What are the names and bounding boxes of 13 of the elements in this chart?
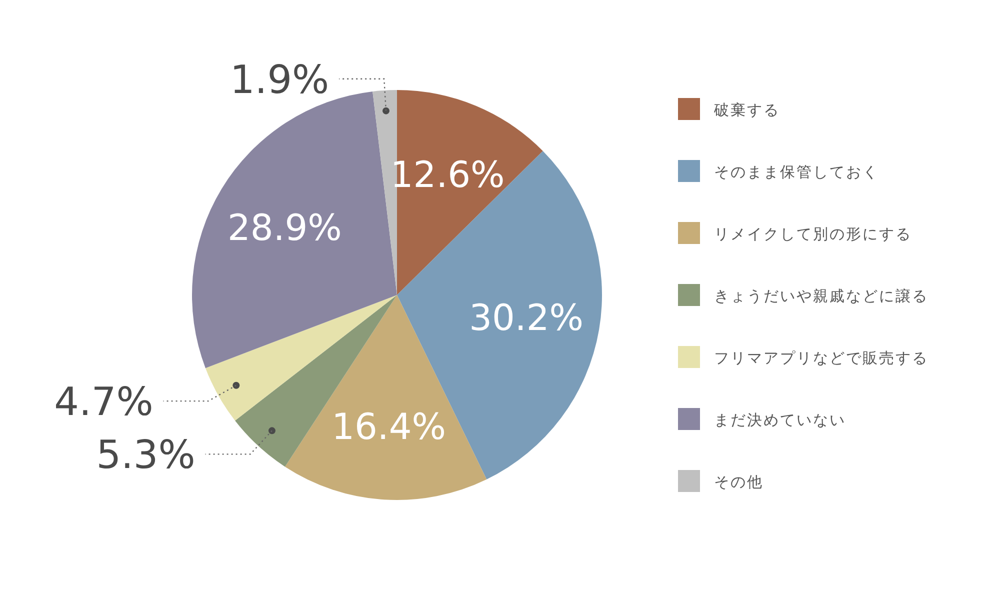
data-label: 5.3% bbox=[96, 433, 196, 478]
legend-label: 破棄する bbox=[713, 101, 780, 119]
data-label: 16.4% bbox=[332, 406, 446, 448]
data-label: 30.2% bbox=[469, 298, 584, 340]
legend-label: きょうだいや親戚などに譲る bbox=[714, 287, 928, 305]
data-label: 4.7% bbox=[54, 380, 154, 426]
legend-label: フリマアプリなどで販売する bbox=[714, 349, 928, 367]
legend-label: その他 bbox=[714, 473, 764, 491]
legend-label: まだ決めていない bbox=[714, 411, 846, 429]
data-label: 1.9% bbox=[230, 58, 330, 103]
legend-label: リメイクして別の形にする bbox=[714, 225, 912, 243]
data-label: 28.9% bbox=[228, 208, 342, 250]
legend-label: そのまま保管しておく bbox=[714, 163, 879, 181]
